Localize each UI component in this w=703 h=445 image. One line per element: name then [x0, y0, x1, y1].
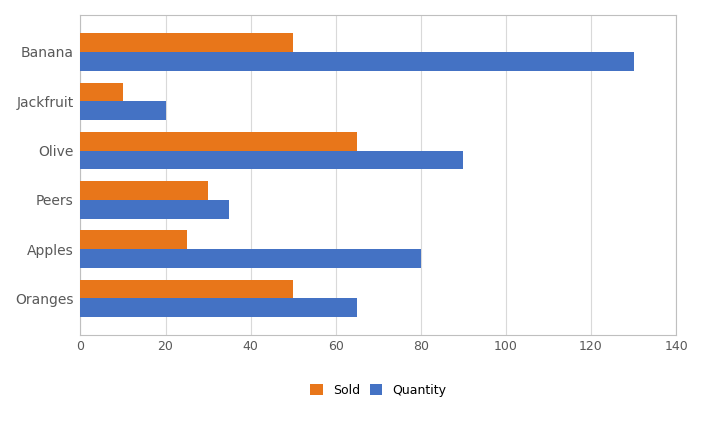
Bar: [80, 150, 463, 169]
Bar: [80, 231, 187, 249]
Bar: [80, 280, 293, 299]
Bar: [80, 52, 633, 71]
Legend: Sold, Quantity: Sold, Quantity: [307, 380, 450, 400]
Bar: [80, 101, 165, 120]
Bar: [80, 200, 229, 218]
Bar: [80, 132, 357, 150]
Bar: [80, 82, 123, 101]
Bar: [80, 249, 421, 268]
Bar: [80, 33, 293, 52]
Bar: [80, 181, 208, 200]
Bar: [80, 299, 357, 317]
